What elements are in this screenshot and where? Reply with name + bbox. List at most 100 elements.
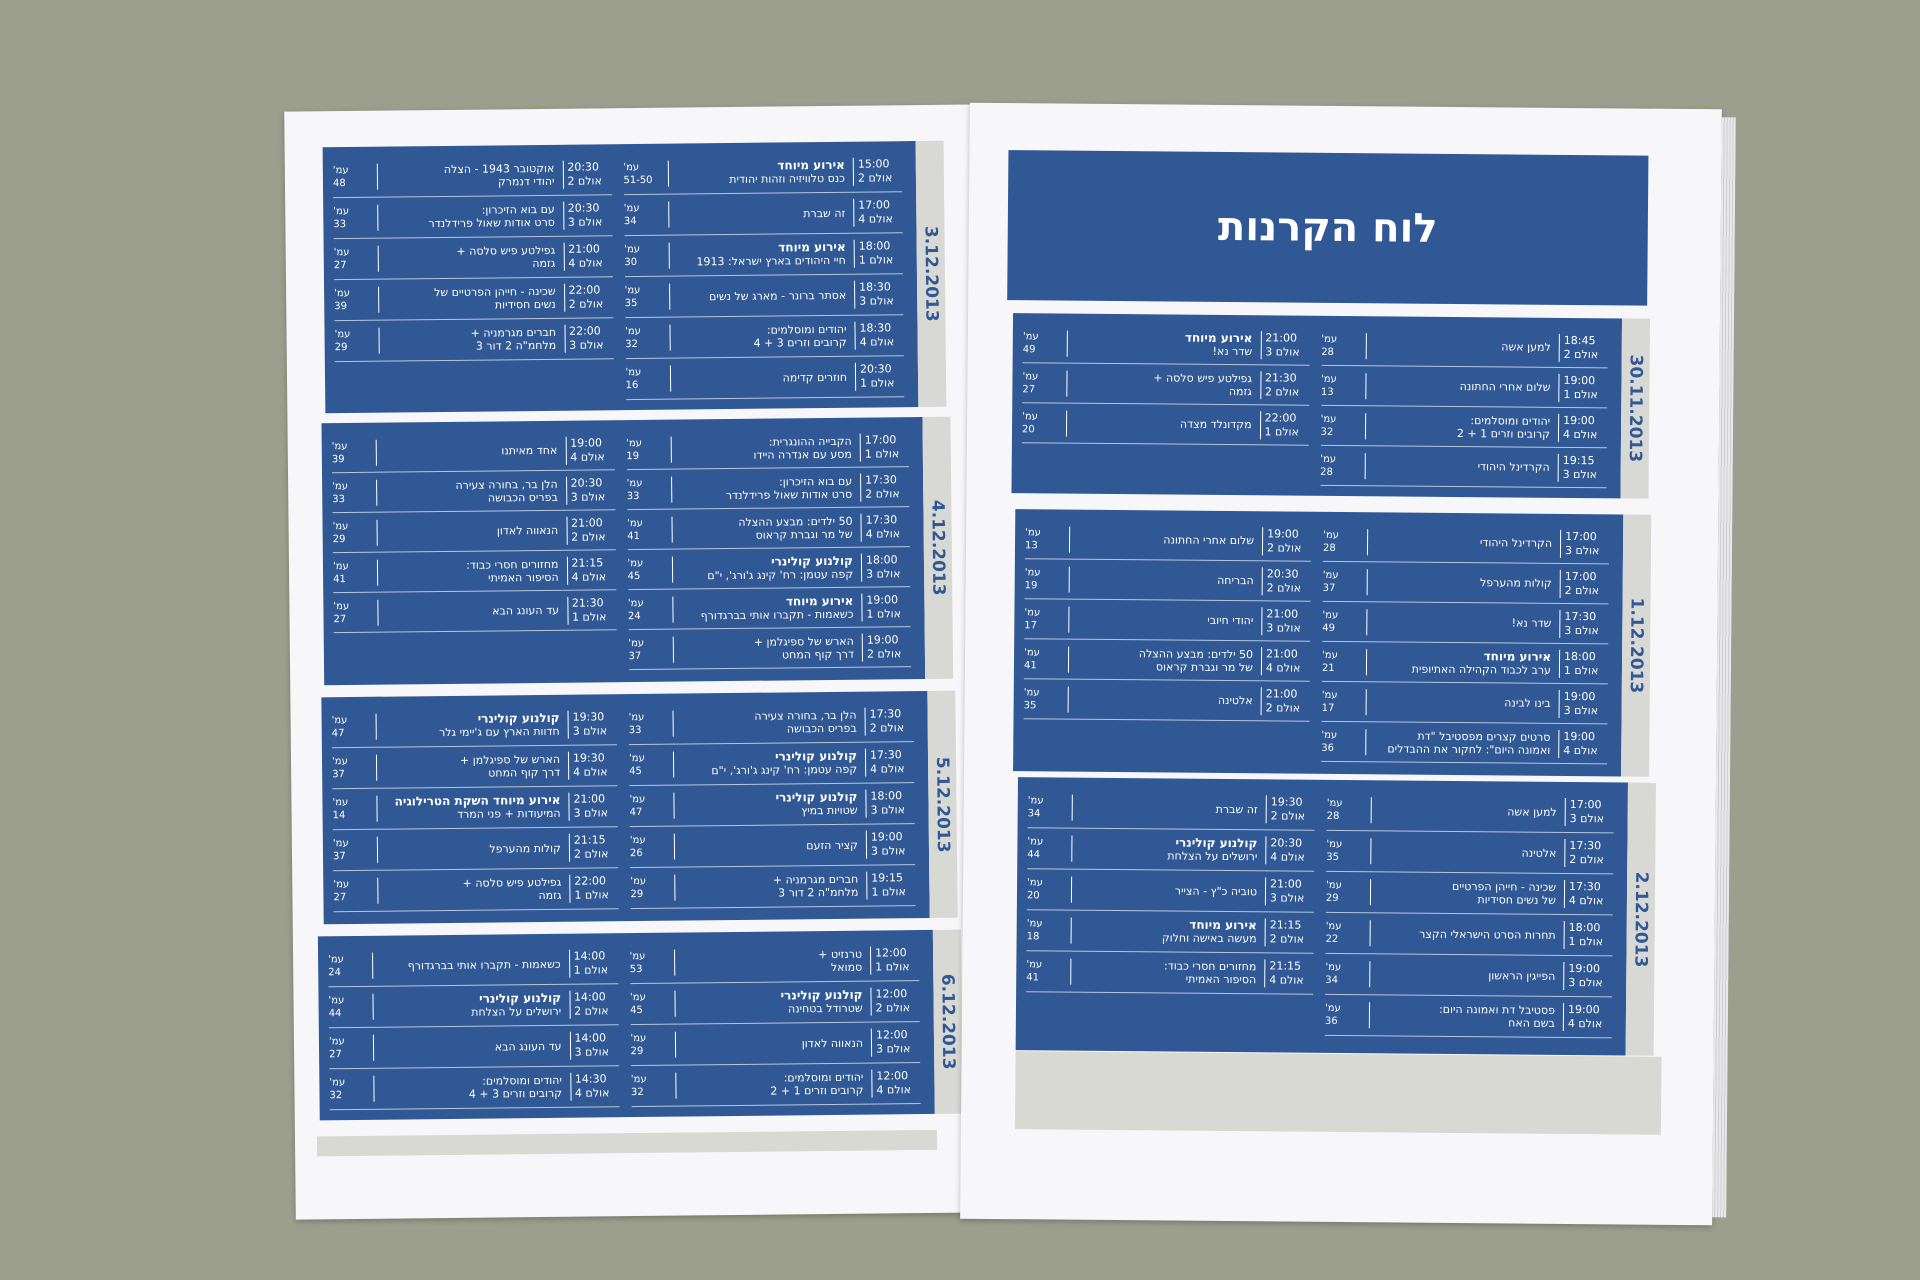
page-ref: עמ' 37 bbox=[1322, 568, 1368, 595]
page-number: 36 bbox=[1321, 742, 1335, 754]
screening-entry: 14:00 אולם 3 עד העונג הבא עמ' 27 bbox=[328, 1025, 619, 1070]
screening-entry: 22:00 אולם 1 גפילטע פיש סלסה + גזמה עמ' 27 bbox=[333, 868, 619, 913]
title-line: יהודי דנמרק bbox=[497, 174, 555, 189]
page-ref: עמ' 22 bbox=[1325, 919, 1371, 947]
screening-hall: אולם 1 bbox=[571, 609, 607, 624]
page-ref: עמ' 28 bbox=[1320, 452, 1366, 479]
title-line: בינו לבינה bbox=[1504, 696, 1551, 710]
screening-time: 15:00 bbox=[857, 157, 890, 171]
page-prefix: עמ' bbox=[332, 797, 349, 809]
screening-title: קולנוע קולינרי שטויות במיץ bbox=[674, 790, 865, 819]
schedule-panel: 18:45 אולם 2 למען אשה עמ' 28 19:00 אולם 1 שלום … bbox=[1011, 313, 1623, 499]
screening-entry: 21:15 אולם 2 קולות מהערפל עמ' 37 bbox=[332, 827, 619, 872]
page-number: 49 bbox=[1022, 343, 1036, 355]
page-number: 28 bbox=[1320, 466, 1333, 478]
screening-title: מקדונלד מצדה bbox=[1067, 417, 1260, 432]
title-line: טוביה כ"ץ - הצייר bbox=[1174, 884, 1258, 898]
screening-time: 17:30 bbox=[869, 748, 902, 762]
page-prefix: עמ' bbox=[333, 600, 350, 612]
screening-title: עם בוא הזיכרון: סרט אודות שאול פרידלנדר bbox=[378, 203, 563, 231]
screening-entry: 19:30 אולם 2 זה שברת עמ' 34 bbox=[1027, 787, 1315, 831]
title-line: יהודי חיובי bbox=[1207, 613, 1254, 628]
time-hall: 17:00 אולם 1 bbox=[859, 432, 909, 462]
page-prefix: עמ' bbox=[628, 637, 645, 649]
title-line: בפריס הכבושה bbox=[786, 721, 857, 736]
time-hall: 19:30 אולם 3 bbox=[567, 710, 617, 739]
screening-time: 19:00 bbox=[570, 435, 602, 450]
screening-hall: אולם 3 bbox=[866, 566, 901, 581]
date-label: 6.12.2013 bbox=[937, 973, 959, 1070]
schedule-column: 17:30 אולם 2 הלן בר, בחורה צעירה בפריס הכבו… bbox=[628, 701, 916, 911]
page-prefix: עמ' bbox=[1321, 729, 1338, 741]
right-page: לוח הקרנות 18:45 אולם 2 למען אשה עמ' 28 19:00… bbox=[960, 102, 1736, 1226]
screening-hall: אולם 4 bbox=[1562, 427, 1598, 441]
page-number: 47 bbox=[629, 806, 643, 819]
screening-hall: אולם 3 bbox=[1569, 812, 1605, 826]
page-ref: עמ' 41 bbox=[626, 516, 673, 543]
page-number: 19 bbox=[1024, 579, 1038, 591]
page-ref: עמ' 29 bbox=[630, 1031, 676, 1059]
title-line: חדוות הארץ עם ג'יימי גלר bbox=[438, 724, 560, 740]
time-hall: 21:00 אולם 3 bbox=[568, 792, 618, 821]
page-number: 37 bbox=[628, 650, 642, 662]
screening-hall: אולם 3 bbox=[870, 844, 906, 858]
title-line: הסיפור האמיתי bbox=[488, 570, 559, 585]
screening-entry: 19:00 אולם 1 אירוע מיוחד כשאמות - תקברו אות… bbox=[627, 587, 911, 631]
title-line: שלום אחרי החתונה bbox=[1459, 380, 1551, 394]
screening-time: 21:00 bbox=[1270, 877, 1302, 891]
page-number: 27 bbox=[329, 1049, 342, 1061]
page-prefix: עמ' bbox=[623, 202, 640, 215]
page-prefix: עמ' bbox=[333, 205, 350, 218]
page-prefix: עמ' bbox=[629, 793, 646, 806]
date-label: 4.12.2013 bbox=[927, 499, 949, 596]
screening-title: מחזורים חסרי כבוד: הסיפור האמיתי bbox=[1071, 959, 1264, 987]
page-number: 39 bbox=[334, 301, 348, 313]
screening-title: מחזורים חסרי כבוד: הסיפור האמיתי bbox=[378, 557, 567, 585]
screening-hall: אולם 2 bbox=[1266, 580, 1302, 595]
page-number: 47 bbox=[331, 728, 345, 740]
screening-time: 22:00 bbox=[568, 324, 601, 338]
page-prefix: עמ' bbox=[626, 517, 643, 529]
page-number: 39 bbox=[331, 453, 345, 465]
page-number: 45 bbox=[630, 1004, 643, 1017]
time-hall: 19:30 אולם 2 bbox=[1265, 795, 1315, 824]
page-prefix: עמ' bbox=[1321, 333, 1338, 345]
time-hall: 14:30 אולם 4 bbox=[569, 1072, 620, 1101]
page-ref: עמ' 39 bbox=[331, 439, 377, 466]
page-number: 29 bbox=[630, 888, 644, 901]
page-prefix: עמ' bbox=[624, 243, 641, 256]
screening-title: חוזרים קדימה bbox=[670, 370, 855, 385]
time-hall: 22:00 אולם 2 bbox=[563, 283, 613, 312]
page-ref: עמ' 29 bbox=[332, 519, 378, 546]
screening-entry: 17:30 אולם 2 עם בוא הזיכרון: סרט אודות שאול… bbox=[626, 467, 910, 511]
screening-title: הלן בר, בחורה צעירה בפריס הכבושה bbox=[377, 477, 566, 505]
screening-hall: אולם 1 bbox=[574, 888, 609, 902]
page-prefix: עמ' bbox=[1320, 453, 1337, 465]
page-ref: עמ' 35 bbox=[624, 283, 670, 311]
page-prefix: עמ' bbox=[1024, 566, 1041, 578]
screening-hall: אולם 4 bbox=[859, 335, 895, 349]
title-line: קרובים וזרים 3 + 4 bbox=[468, 1086, 563, 1101]
time-hall: 21:00 אולם 3 bbox=[1264, 877, 1315, 906]
page-number: 32 bbox=[1320, 426, 1334, 438]
screening-title: 50 ילדים: מבצע ההצלה של מר וגברת קראוס bbox=[1069, 646, 1261, 674]
page-ref: עמ' 45 bbox=[627, 556, 673, 583]
time-hall: 18:00 אולם 1 bbox=[853, 239, 903, 268]
time-hall: 20:30 אולם 3 bbox=[562, 201, 612, 230]
time-hall: 19:00 אולם 4 bbox=[1562, 1002, 1613, 1032]
time-hall: 12:00 אולם 1 bbox=[869, 946, 920, 975]
screening-hall: אולם 3 bbox=[1564, 543, 1600, 557]
page-ref: עמ' 34 bbox=[1027, 794, 1073, 821]
screening-hall: אולם 2 bbox=[869, 721, 905, 735]
time-hall: 19:00 אולם 2 bbox=[1261, 526, 1312, 556]
screening-hall: אולם 4 bbox=[570, 449, 605, 464]
page-ref: עמ' 20 bbox=[1021, 409, 1068, 437]
page-prefix: עמ' bbox=[1024, 646, 1040, 658]
screening-entry: 20:30 אולם 2 אוקטובר 1943 - הצלה יהודי דנמר… bbox=[332, 154, 612, 199]
schedule-panel: 15:00 אולם 2 אירוע מיוחד כנס טלוויזיה וזהות… bbox=[322, 141, 919, 414]
page-prefix: עמ' bbox=[625, 366, 642, 379]
screening-time: 19:15 bbox=[1562, 453, 1595, 467]
screening-title: פסטיבל דת ואמונה היום: בשם האח bbox=[1370, 1002, 1563, 1030]
page-prefix: עמ' bbox=[1024, 606, 1041, 618]
title-line: דרך קוף המחט bbox=[781, 647, 854, 661]
